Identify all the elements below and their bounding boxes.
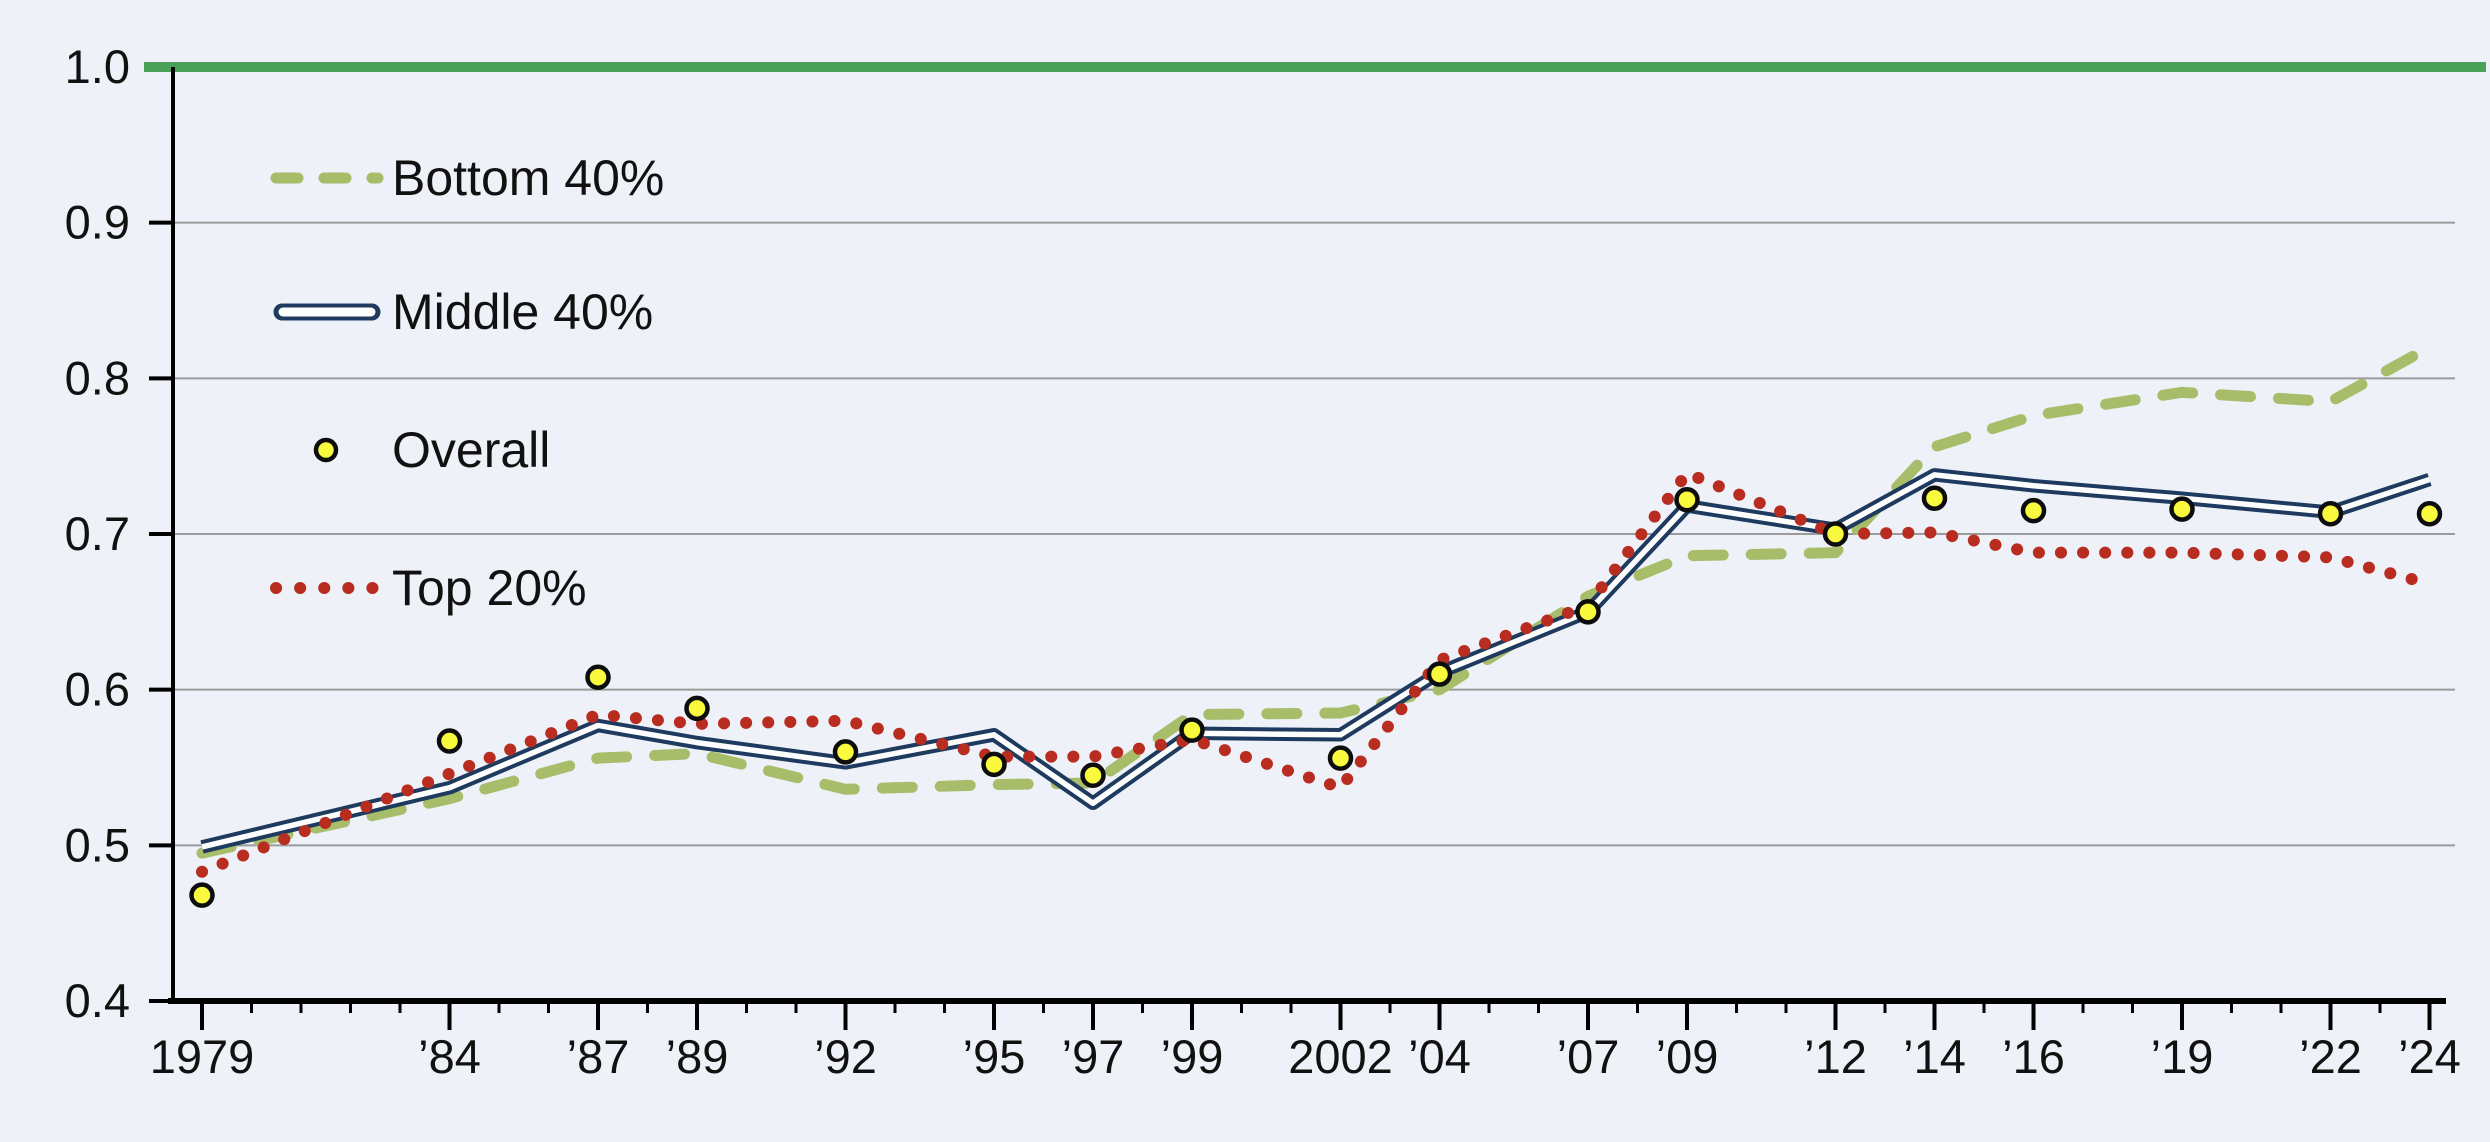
overall-marker xyxy=(2169,496,2195,522)
x-tick-label: ’19 xyxy=(2151,1030,2214,1083)
overall-marker xyxy=(1426,661,1453,687)
overall-marker xyxy=(189,882,215,908)
x-tick-label: ’22 xyxy=(2299,1030,2362,1083)
x-tick-label: 2002 xyxy=(1288,1030,1393,1083)
legend-label-bottom-40: Bottom 40% xyxy=(392,150,664,206)
overall-marker xyxy=(981,751,1007,778)
overall-marker xyxy=(1179,717,1205,743)
overall-marker xyxy=(1575,599,1601,625)
legend-swatch-overall xyxy=(313,437,339,463)
x-tick-label: ’92 xyxy=(814,1030,877,1083)
x-tick-label: ’09 xyxy=(1656,1030,1719,1083)
overall-marker xyxy=(1822,521,1849,547)
legend-label-overall: Overall xyxy=(392,422,550,478)
overall-marker xyxy=(2317,501,2344,527)
overall-marker xyxy=(684,695,710,722)
overall-marker xyxy=(1080,762,1106,789)
x-tick-label: ’24 xyxy=(2398,1030,2461,1083)
overall-marker xyxy=(1327,745,1354,771)
x-tick-label: ’12 xyxy=(1804,1030,1867,1083)
y-tick-label: 1.0 xyxy=(65,40,130,93)
x-tick-label: ’97 xyxy=(1062,1030,1125,1083)
series-middle-40-line-inner xyxy=(201,472,2431,850)
legend-label-middle-40: Middle 40% xyxy=(392,284,653,340)
x-tick-label: 1979 xyxy=(150,1030,255,1083)
x-tick-label: ’07 xyxy=(1557,1030,1620,1083)
y-tick-label: 0.6 xyxy=(65,663,130,716)
legend-label-top-20: Top 20% xyxy=(392,560,587,616)
series-top-20-line xyxy=(196,467,2436,878)
overall-marker xyxy=(1921,485,1948,511)
y-tick-label: 0.4 xyxy=(65,974,130,1027)
overall-marker xyxy=(436,728,463,754)
y-tick-label: 0.7 xyxy=(65,507,130,560)
y-tick-label: 0.5 xyxy=(65,818,130,871)
overall-marker xyxy=(2416,501,2443,527)
overall-marker xyxy=(2020,497,2047,524)
x-tick-label: ’99 xyxy=(1161,1030,1224,1083)
overall-marker xyxy=(1674,487,1700,513)
x-tick-label: ’04 xyxy=(1408,1030,1471,1083)
x-tick-label: ’89 xyxy=(666,1030,729,1083)
x-tick-label: ’84 xyxy=(418,1030,481,1083)
x-tick-label: ’95 xyxy=(963,1030,1026,1083)
overall-marker xyxy=(585,664,611,690)
x-tick-label: ’87 xyxy=(567,1030,630,1083)
y-tick-label: 0.9 xyxy=(65,196,130,249)
x-tick-label: ’14 xyxy=(1903,1030,1966,1083)
overall-marker xyxy=(832,739,859,765)
y-tick-label: 0.8 xyxy=(65,351,130,404)
x-tick-label: ’16 xyxy=(2002,1030,2065,1083)
